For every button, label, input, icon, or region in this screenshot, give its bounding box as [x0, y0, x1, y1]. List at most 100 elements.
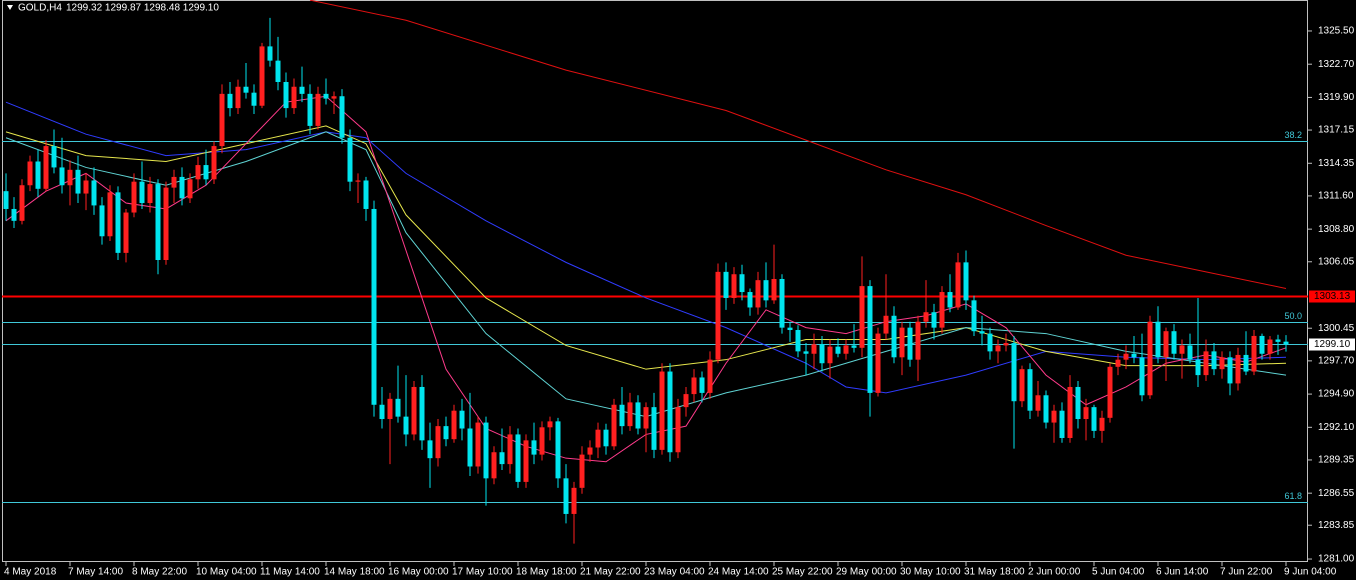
- candle-body: [1267, 339, 1273, 354]
- y-tick-label: 1325.50: [1318, 26, 1355, 37]
- x-tick-label: 17 May 10:00: [452, 567, 513, 578]
- candle-body: [467, 428, 473, 467]
- candle-body: [451, 410, 457, 440]
- candle-body: [1187, 345, 1193, 360]
- candle-body: [1259, 335, 1265, 354]
- candle-body: [747, 292, 753, 308]
- y-tick-label: 1300.45: [1318, 323, 1355, 334]
- candle-body: [283, 81, 289, 109]
- x-tick-label: 4 May 2018: [4, 567, 57, 578]
- candle-body: [723, 271, 729, 298]
- candle-body: [1203, 351, 1209, 376]
- x-tick-label: 30 May 10:00: [900, 567, 961, 578]
- candle-body: [19, 185, 25, 221]
- menu-triangle: [7, 5, 13, 10]
- candle-body: [659, 371, 665, 450]
- candle-body: [427, 440, 433, 459]
- candle-body: [795, 330, 801, 352]
- candle-body: [27, 161, 33, 186]
- candle-body: [131, 181, 137, 213]
- candle-body: [395, 398, 401, 417]
- candle-body: [915, 321, 921, 360]
- candle-body: [963, 262, 969, 301]
- fib-label: 50.0: [1284, 311, 1302, 321]
- x-tick-label: 18 May 18:00: [516, 567, 577, 578]
- y-tick-label: 1292.10: [1318, 422, 1355, 433]
- candle-body: [955, 262, 961, 308]
- x-tick-label: 10 May 04:00: [196, 567, 257, 578]
- candle-body: [1011, 343, 1017, 402]
- candle-body: [1075, 386, 1081, 420]
- x-tick-label: 6 Jun 14:00: [1156, 567, 1209, 578]
- candle-body: [587, 447, 593, 455]
- candle-body: [443, 426, 449, 440]
- candle-body: [1123, 353, 1129, 360]
- candle-body: [1171, 331, 1177, 354]
- candle-body: [731, 274, 737, 298]
- candle-body: [1043, 395, 1049, 423]
- candle-body: [1219, 357, 1225, 370]
- x-tick-label: 25 May 22:00: [772, 567, 833, 578]
- x-tick-label: 8 May 22:00: [132, 567, 187, 578]
- y-tick-label: 1311.60: [1318, 191, 1354, 202]
- candle-body: [1243, 354, 1249, 372]
- candle-body: [523, 440, 529, 482]
- y-tick-label: 1297.70: [1318, 356, 1355, 367]
- candle-body: [1091, 407, 1097, 431]
- candle-body: [339, 96, 345, 138]
- candle-body: [379, 404, 385, 420]
- candle-body: [699, 377, 705, 393]
- candle-body: [43, 146, 49, 189]
- candle-body: [867, 286, 873, 393]
- candle-body: [491, 452, 497, 479]
- candle-body: [931, 312, 937, 328]
- candle-body: [475, 422, 481, 467]
- candle-body: [371, 208, 377, 405]
- candle-body: [667, 371, 673, 453]
- candle-body: [979, 331, 985, 334]
- candle-body: [59, 167, 65, 186]
- y-tick-label: 1322.70: [1318, 59, 1355, 70]
- candle-body: [347, 137, 353, 182]
- y-tick-label: 1283.85: [1318, 520, 1355, 531]
- candle-body: [123, 212, 129, 253]
- candle-body: [971, 300, 977, 332]
- candle-body: [411, 386, 417, 435]
- candle-body: [195, 165, 201, 180]
- moving-average: [5, 125, 1287, 370]
- candle-body: [459, 410, 465, 429]
- y-tick-label: 1314.35: [1318, 158, 1355, 169]
- candle-body: [387, 398, 393, 420]
- candle-body: [539, 427, 545, 455]
- y-tick-label: 1306.05: [1318, 256, 1355, 267]
- candle-body: [987, 333, 993, 352]
- candle-body: [651, 407, 657, 450]
- candle-body: [219, 93, 225, 147]
- candle-body: [715, 271, 721, 360]
- plot-frame: [2, 0, 1308, 562]
- candle-body: [883, 315, 889, 334]
- candle-body: [1107, 366, 1113, 418]
- candle-body: [259, 46, 265, 106]
- candle-body: [635, 402, 641, 429]
- candle-body: [1163, 331, 1169, 358]
- candle-body: [243, 86, 249, 93]
- candle-body: [147, 184, 153, 204]
- candle-body: [187, 179, 193, 199]
- candle-body: [1147, 321, 1153, 396]
- candle-body: [323, 93, 329, 99]
- candle-body: [1235, 354, 1241, 384]
- candle-body: [899, 327, 905, 358]
- candle-body: [755, 280, 761, 308]
- x-tick-label: 5 Jun 04:00: [1092, 567, 1145, 578]
- candle-body: [827, 346, 833, 364]
- candle-body: [91, 180, 97, 206]
- candle-body: [307, 93, 313, 126]
- moving-average: [5, 131, 1287, 418]
- candle-body: [1035, 395, 1041, 411]
- candle-body: [483, 422, 489, 479]
- candle-body: [331, 96, 337, 99]
- candle-body: [355, 180, 361, 182]
- candle-body: [1275, 339, 1281, 342]
- candle-body: [675, 407, 681, 453]
